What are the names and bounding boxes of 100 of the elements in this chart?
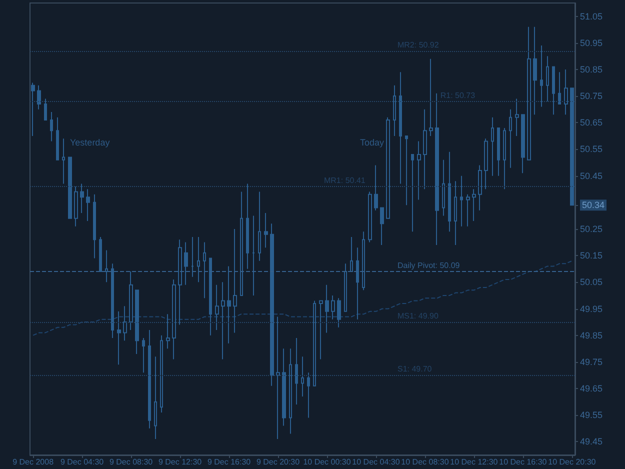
candlestick (123, 306, 127, 342)
candlestick (258, 191, 261, 262)
ref-line-label: R1: 50.73 (440, 90, 476, 100)
annotation: Today (360, 138, 385, 148)
candlestick (552, 66, 555, 116)
candlestick (148, 330, 151, 429)
ref-line-label: Daily Pivot: 50.09 (397, 261, 460, 270)
candlestick (276, 316, 280, 440)
candlestick (117, 310, 121, 366)
y-tick-label: 49.95 (580, 304, 603, 314)
candlestick (368, 191, 372, 243)
candlestick (154, 356, 157, 440)
candlestick (540, 45, 543, 108)
candlestick (423, 108, 427, 190)
y-tick-label: 49.65 (580, 384, 603, 394)
line-series (32, 260, 572, 336)
candlestick (521, 114, 525, 174)
x-tick-label: 10 Dec 04:30 (352, 458, 400, 466)
y-tick-label: 50.34 (582, 200, 605, 210)
candlestick (374, 164, 378, 211)
candlestick (460, 175, 463, 227)
candlestick (533, 26, 537, 116)
candlestick (31, 82, 35, 136)
x-tick-label: 9 Dec 12:30 (158, 458, 202, 466)
candlestick (325, 284, 329, 334)
y-tick-label: 49.75 (580, 356, 603, 367)
candlestick (331, 294, 335, 320)
y-tick-label: 50.45 (580, 170, 603, 181)
candlestick (503, 127, 506, 190)
candlestick (86, 188, 90, 222)
ref-line-label: MS1: 49.90 (397, 312, 439, 321)
candlestick (172, 279, 176, 360)
candlestick (546, 56, 549, 102)
candlestick (80, 183, 84, 214)
candlestick (466, 194, 470, 227)
candlestick (50, 112, 53, 142)
x-tick-label: 9 Dec 08:30 (109, 458, 154, 466)
candlestick (301, 356, 304, 398)
candlestick (442, 159, 445, 216)
candlestick (221, 282, 225, 360)
candlestick (527, 26, 531, 160)
candlestick (435, 92, 439, 246)
candlestick (393, 84, 396, 136)
x-tick-label: 9 Dec 2008 (12, 458, 54, 466)
y-tick-label: 50.55 (580, 144, 603, 154)
y-tick-label: 49.85 (580, 330, 603, 340)
candlestick (62, 138, 65, 184)
ref-line-label: MR2: 50.92 (397, 40, 440, 50)
x-tick-label: 9 Dec 16:30 (207, 458, 252, 466)
y-tick-label: 50.25 (580, 224, 603, 234)
candlestick (564, 68, 568, 116)
candlestick (246, 183, 249, 270)
candlestick (295, 338, 298, 405)
candlestick (454, 180, 457, 246)
y-tick-label: 50.05 (580, 277, 603, 288)
x-tick-label: 10 Dec 16:30 (499, 458, 548, 466)
candlestick (166, 314, 170, 350)
candlestick (264, 212, 268, 248)
candlestick (289, 348, 292, 434)
candlestick (429, 58, 433, 136)
y-tick-label: 50.75 (580, 91, 603, 102)
candlestick (411, 154, 414, 232)
candlestick (56, 116, 59, 160)
candlestick (135, 290, 139, 354)
y-tick-label: 50.65 (580, 118, 603, 128)
candlestick (37, 84, 41, 110)
x-tick-label: 9 Dec 04:30 (60, 458, 104, 466)
candlestick (497, 127, 500, 176)
candlestick (478, 164, 482, 211)
candlestick (142, 338, 145, 374)
candlestick (44, 98, 47, 120)
candlestick (386, 116, 390, 219)
candlestick (319, 300, 323, 360)
candlestick (448, 151, 451, 232)
annotation: Yesterday (70, 138, 110, 148)
candlestick (417, 140, 421, 200)
candlestick (307, 372, 310, 418)
candlestick (399, 72, 402, 184)
candlestick (491, 116, 494, 176)
candlestick (282, 348, 286, 426)
candlestick (337, 298, 341, 328)
ref-line-label: MR1: 50.41 (324, 176, 366, 185)
candlestick (215, 284, 219, 331)
y-tick-label: 49.45 (580, 436, 603, 447)
candlestick (313, 300, 316, 386)
candlestick (405, 135, 408, 206)
candlestick (484, 138, 488, 190)
x-tick-label: 10 Dec 12:30 (450, 458, 498, 466)
candlestick (570, 88, 574, 206)
y-tick-label: 49.55 (580, 410, 603, 420)
candlestick (380, 207, 384, 246)
candlestick (93, 194, 96, 259)
candlestick (68, 156, 72, 219)
x-tick-label: 9 Dec 20:30 (256, 458, 300, 466)
candlestick (509, 108, 512, 168)
candlestick (74, 186, 78, 227)
y-tick-label: 51.05 (580, 11, 603, 22)
candlestick (515, 98, 519, 136)
candlestick (472, 188, 476, 222)
ref-line-label: S1: 49.70 (397, 364, 432, 374)
